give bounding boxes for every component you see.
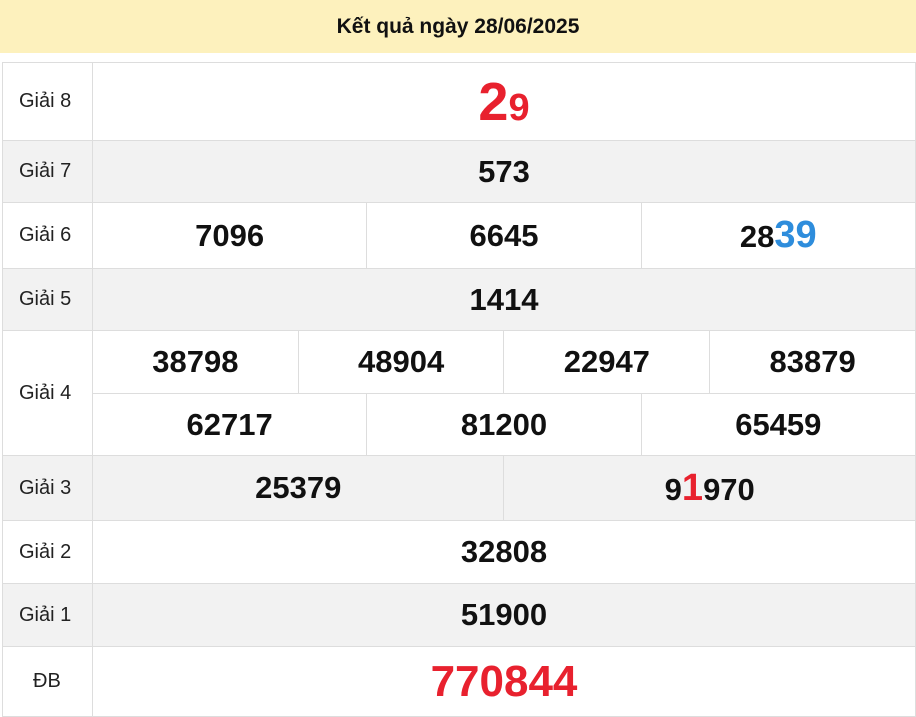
prize-row-g7: Giải 7 573 (2, 140, 916, 203)
prize-value: 2839 (640, 202, 916, 269)
prize-label: Giải 1 (2, 583, 93, 647)
prize-row-g3: Giải 3 25379 91970 (2, 455, 916, 521)
prize-label: Giải 2 (2, 520, 93, 584)
lottery-results-table: Giải 8 29 Giải 7 573 Giải 6 7096 6645 28… (2, 62, 916, 717)
prize-row-g5: Giải 5 1414 (2, 268, 916, 331)
prize-value: 62717 (91, 393, 368, 456)
digit-highlight: 1 (681, 466, 704, 509)
prize-row-g4: Giải 4 38798 48904 22947 83879 (2, 330, 916, 456)
prize-value: 91970 (503, 455, 916, 521)
prize-value: 22947 (503, 330, 711, 394)
digit: 28 (739, 219, 775, 254)
prize-label: Giải 6 (2, 202, 93, 269)
digit-highlight: 39 (774, 214, 817, 256)
prize-value: 83879 (709, 330, 916, 394)
prize-label: Giải 4 (2, 330, 93, 456)
prize-row-g2: Giải 2 32808 (2, 520, 916, 584)
header-title: Kết quả ngày 28/06/2025 (336, 14, 580, 38)
digit: 9 (508, 86, 530, 129)
prize-value: 48904 (297, 330, 505, 394)
prize-label: Giải 3 (2, 455, 93, 521)
prize-row-g8: Giải 8 29 (2, 62, 916, 141)
prize-value: 38798 (92, 330, 299, 394)
prize-row-g1: Giải 1 51900 (2, 583, 916, 647)
prize-label: ĐB (2, 646, 93, 717)
digit: 9 (664, 471, 682, 507)
prize-value: 29 (92, 62, 916, 141)
prize-value: 7096 (91, 202, 368, 269)
digit-highlight: 2 (478, 71, 509, 132)
prize-value: 1414 (92, 268, 916, 331)
prize-value: 81200 (366, 393, 642, 456)
prize-label: Giải 5 (2, 268, 93, 331)
prize-value: 32808 (92, 520, 916, 584)
digit: 970 (703, 471, 755, 507)
prize-value: 573 (92, 140, 916, 203)
prize-label: Giải 8 (2, 62, 93, 141)
special-prize-value: 770844 (92, 646, 916, 717)
prize-value: 25379 (91, 455, 505, 521)
prize-value: 6645 (366, 202, 642, 269)
prize-row-g6: Giải 6 7096 6645 2839 (2, 202, 916, 269)
prize-row-g4-b: 62717 81200 65459 (3, 393, 916, 456)
prize-value: 51900 (92, 583, 916, 647)
prize-row-special: ĐB 770844 (2, 646, 916, 717)
results-date-header: Kết quả ngày 28/06/2025 (0, 0, 916, 53)
prize-label: Giải 7 (2, 140, 93, 203)
prize-value: 65459 (640, 393, 916, 456)
